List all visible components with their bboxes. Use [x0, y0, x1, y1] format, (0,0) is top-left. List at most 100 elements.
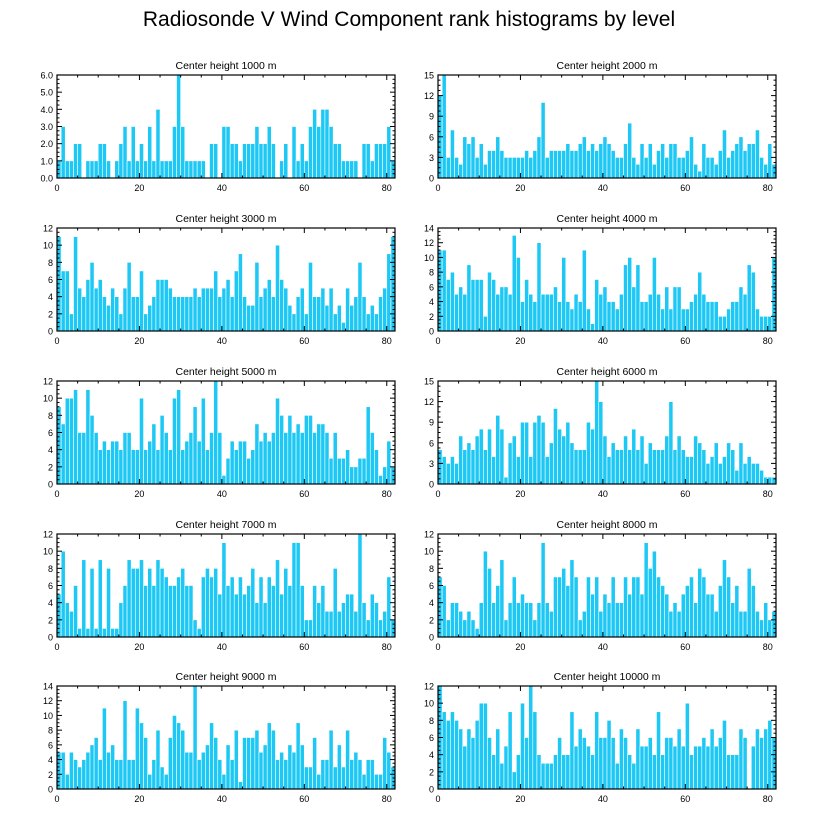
histogram-bar — [528, 293, 534, 332]
figure-title: Radiosonde V Wind Component rank histogr… — [142, 8, 676, 31]
y-tick-label: 3.0 — [40, 122, 53, 132]
histogram-bar — [623, 435, 628, 485]
histogram-bar — [250, 737, 256, 790]
histogram-bar — [590, 428, 595, 485]
histogram-bar — [734, 469, 740, 485]
histogram-bar — [516, 157, 521, 179]
y-tick-label: 4 — [429, 598, 434, 608]
histogram-bar — [225, 279, 231, 332]
histogram-bar — [664, 157, 670, 179]
histogram-bar — [540, 293, 546, 332]
histogram-bar — [287, 415, 293, 485]
histogram-bar — [238, 160, 243, 179]
x-tick-label: 20 — [134, 794, 144, 804]
histogram-bar — [73, 759, 78, 790]
x-tick-label: 0 — [54, 336, 59, 346]
histogram-bar — [151, 296, 157, 332]
histogram-bar — [93, 432, 99, 485]
histogram-bar — [196, 628, 202, 638]
histogram-bar — [524, 150, 529, 179]
histogram-bar — [441, 74, 447, 179]
panel-title: Center height 1000 m — [176, 60, 277, 72]
histogram-bar — [598, 737, 604, 790]
histogram-bar — [192, 160, 198, 179]
histogram-bar — [730, 150, 736, 179]
histogram-bar — [89, 744, 95, 790]
histogram-bar — [374, 602, 379, 638]
histogram-bar — [196, 296, 202, 332]
histogram-bar — [767, 619, 773, 638]
histogram-bar — [336, 304, 342, 332]
histogram-bar — [511, 157, 517, 179]
histogram-bar — [755, 308, 760, 332]
histogram-bar — [450, 711, 455, 790]
histogram-bar — [499, 286, 505, 332]
histogram-bar — [308, 415, 313, 485]
histogram-bar — [382, 143, 388, 179]
y-tick-label: 12 — [424, 530, 434, 540]
histogram-bar — [458, 435, 464, 485]
x-tick-label: 0 — [54, 183, 59, 193]
histogram-bar — [548, 293, 554, 332]
histogram-bar — [709, 301, 715, 332]
histogram-bar — [759, 157, 764, 179]
histogram-bar — [466, 728, 472, 790]
histogram-bar — [561, 568, 567, 638]
histogram-bar — [221, 773, 227, 790]
histogram-bar — [126, 262, 132, 332]
y-tick-label: 0 — [48, 480, 53, 490]
histogram-bar — [548, 610, 554, 638]
histogram-bar — [693, 293, 698, 332]
histogram-bar — [689, 136, 694, 179]
histogram-bar — [561, 257, 567, 332]
histogram-bar — [647, 143, 653, 179]
x-tick-label: 20 — [515, 489, 525, 499]
x-tick-label: 20 — [134, 642, 144, 652]
histogram-bar — [77, 287, 83, 332]
y-tick-label: 1.0 — [40, 156, 53, 166]
y-tick-label: 8 — [48, 726, 53, 736]
histogram-bar — [441, 456, 447, 485]
histogram-bar — [705, 593, 711, 638]
x-tick-label: 80 — [382, 489, 392, 499]
histogram-bar — [184, 585, 190, 638]
histogram-bar — [594, 576, 600, 638]
panel-title: Center height 5000 m — [176, 366, 277, 378]
histogram-bar — [246, 585, 252, 638]
histogram-bar — [474, 720, 480, 790]
histogram-bar — [200, 751, 206, 790]
histogram-bar — [345, 593, 350, 638]
histogram-bar — [126, 432, 132, 485]
histogram-bar — [532, 421, 538, 485]
histogram-bar — [614, 762, 620, 790]
histogram-bar — [369, 759, 375, 790]
histogram-bar — [242, 593, 247, 638]
histogram-bar — [573, 449, 579, 485]
histogram-bar — [233, 449, 239, 485]
histogram-bar — [73, 143, 78, 179]
histogram-bar — [279, 160, 285, 179]
panel-title: Center height 7000 m — [176, 519, 277, 531]
histogram-bar — [606, 456, 612, 485]
x-tick-label: 20 — [134, 489, 144, 499]
histogram-bar — [246, 737, 252, 790]
histogram-bar — [279, 279, 285, 332]
histogram-bar — [483, 550, 488, 638]
histogram-bar — [77, 143, 83, 179]
y-tick-label: 0 — [429, 480, 434, 490]
y-tick-label: 6 — [429, 282, 434, 292]
histogram-bar — [85, 751, 91, 790]
histogram-bar — [713, 745, 719, 790]
histogram-bar — [151, 759, 157, 790]
histogram-bar — [332, 143, 338, 179]
histogram-bar — [312, 585, 317, 638]
histogram-bar — [676, 157, 682, 179]
histogram-bar — [548, 762, 554, 790]
histogram-bar — [361, 773, 367, 790]
histogram-bar — [180, 296, 186, 332]
histogram-bar — [627, 449, 633, 485]
histogram-bar — [374, 143, 379, 179]
histogram-bar — [135, 707, 140, 790]
panel-title: Center height 4000 m — [557, 213, 658, 225]
x-tick-label: 60 — [299, 183, 309, 193]
